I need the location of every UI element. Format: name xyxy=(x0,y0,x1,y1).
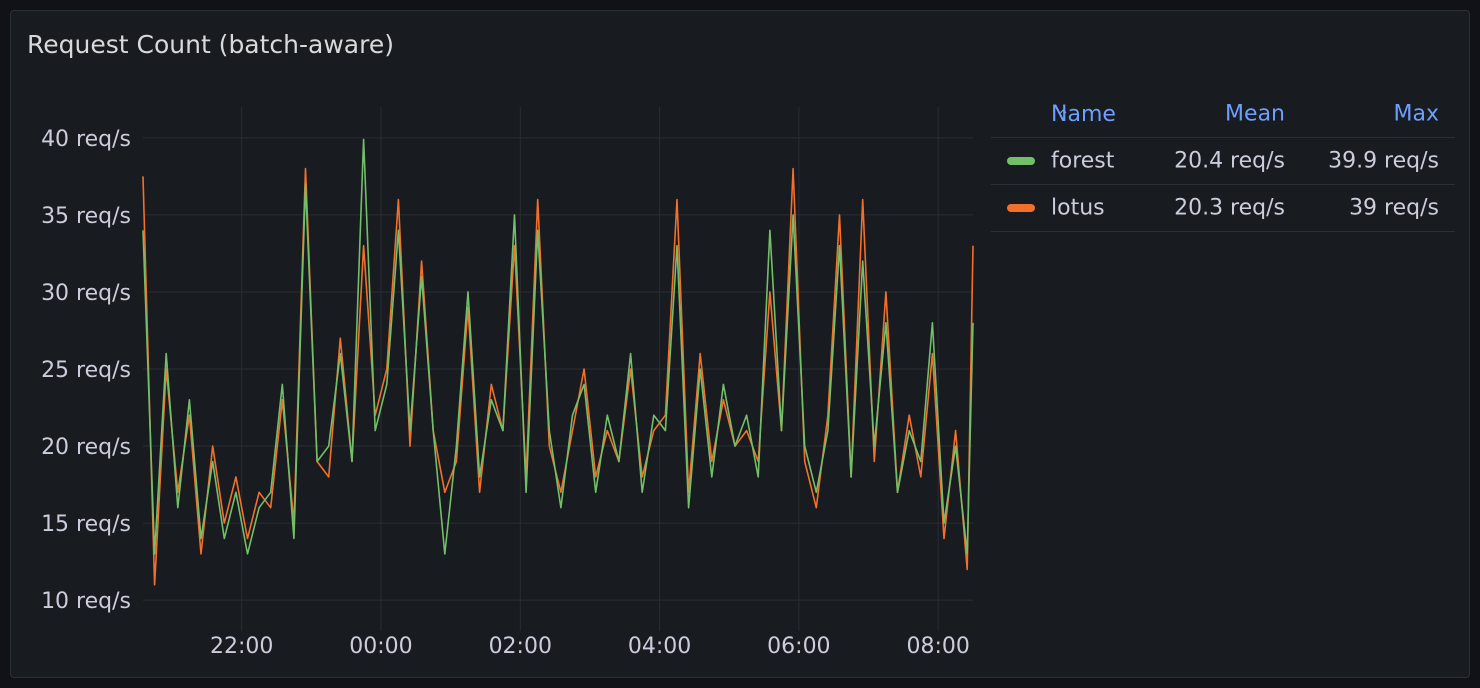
y-tick-label: 30 req/s xyxy=(41,281,131,306)
series-line-forest[interactable] xyxy=(142,138,974,555)
legend-series-name: lotus xyxy=(1051,195,1105,221)
x-tick-label: 04:00 xyxy=(628,634,691,659)
x-tick-label: 06:00 xyxy=(767,634,830,659)
panel: Request Count (batch-aware) 10 req/s 15 r… xyxy=(10,10,1470,678)
legend-series-mean: 20.4 req/s xyxy=(1174,148,1285,174)
legend-series-max: 39.9 req/s xyxy=(1328,148,1439,174)
chevron-up-icon: ⌃ xyxy=(1057,106,1070,125)
legend-series-name: forest xyxy=(1051,148,1115,174)
grid xyxy=(143,107,973,631)
series-layer xyxy=(142,138,974,586)
legend-header: Name ⌃ Mean Max xyxy=(991,91,1455,138)
y-tick-label: 10 req/s xyxy=(41,589,131,614)
y-axis: 10 req/s 15 req/s 20 req/s 25 req/s 30 req/s… xyxy=(41,127,131,614)
legend-series-mean: 20.3 req/s xyxy=(1174,195,1285,221)
panel-title[interactable]: Request Count (batch-aware) xyxy=(27,30,394,59)
x-axis: 22:00 00:00 02:00 04:00 06:00 08:00 xyxy=(210,634,970,659)
legend-header-max[interactable]: Max xyxy=(1393,101,1439,127)
y-tick-label: 40 req/s xyxy=(41,127,131,152)
legend-header-name-label: Name xyxy=(1051,101,1116,127)
series-color-swatch xyxy=(1007,204,1035,212)
legend-header-name[interactable]: Name ⌃ xyxy=(1051,102,1116,127)
y-tick-label: 15 req/s xyxy=(41,512,131,537)
series-line-lotus[interactable] xyxy=(142,167,974,586)
legend-row-lotus[interactable]: lotus 20.3 req/s 39 req/s xyxy=(991,185,1455,232)
time-series-chart[interactable]: 10 req/s 15 req/s 20 req/s 25 req/s 30 req/s… xyxy=(11,11,981,679)
legend-row-forest[interactable]: forest 20.4 req/s 39.9 req/s xyxy=(991,138,1455,185)
y-tick-label: 25 req/s xyxy=(41,358,131,383)
x-tick-label: 00:00 xyxy=(349,634,412,659)
legend-series-max: 39 req/s xyxy=(1349,195,1439,221)
y-tick-label: 20 req/s xyxy=(41,435,131,460)
legend-table: Name ⌃ Mean Max forest 20.4 req/s 39.9 re… xyxy=(991,91,1455,232)
series-color-swatch xyxy=(1007,157,1035,165)
y-tick-label: 35 req/s xyxy=(41,204,131,229)
legend-header-mean[interactable]: Mean xyxy=(1225,101,1285,127)
x-tick-label: 22:00 xyxy=(210,634,273,659)
x-tick-label: 02:00 xyxy=(489,634,552,659)
x-tick-label: 08:00 xyxy=(906,634,969,659)
